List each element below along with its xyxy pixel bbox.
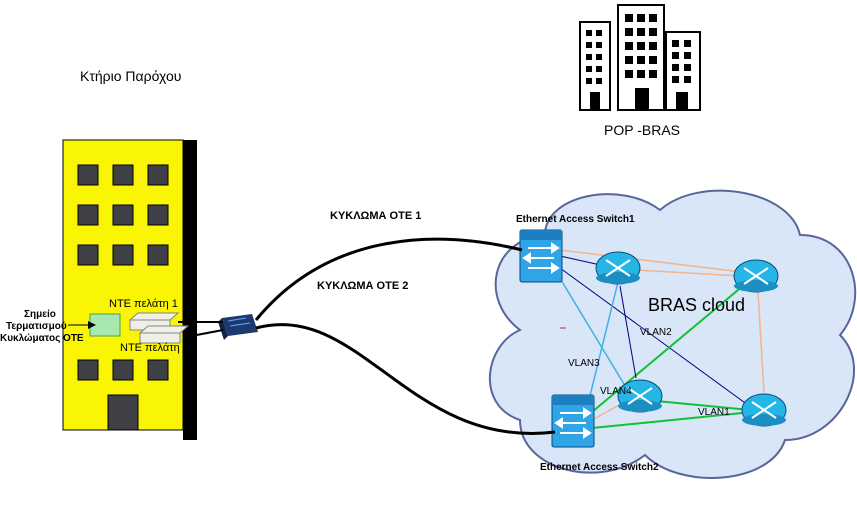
router-top-left: [596, 252, 640, 284]
label-termination-l1: Σημείο: [24, 309, 56, 320]
pop-bras-building: [580, 5, 700, 110]
label-eas2: Ethernet Access Switch2: [540, 462, 659, 473]
label-vlan4: VLAN4: [600, 386, 632, 397]
label-nte1: NTE πελάτη 1: [109, 298, 178, 310]
router-top-right: [734, 260, 778, 292]
label-termination-l2: Τερματισμού: [6, 321, 67, 332]
label-termination-l3: Κυκλώματος OTE: [0, 333, 84, 344]
ethernet-access-switch-2: [552, 395, 594, 447]
label-bras-cloud: BRAS cloud: [648, 295, 745, 316]
label-provider-building: Κτήριο Παρόχου: [80, 68, 181, 84]
ethernet-access-switch-1: [520, 230, 562, 282]
provider-building: [63, 140, 197, 440]
label-pop-bras: POP -BRAS: [604, 122, 680, 138]
diagram-stage: Κτήριο Παρόχου POP -BRAS NTE πελάτη 1 NT…: [0, 0, 857, 530]
label-circuit-2: ΚΥΚΛΩΜΑ ΟΤΕ 2: [317, 280, 408, 292]
label-vlan1: VLAN1: [698, 407, 730, 418]
label-nte2: NTE πελάτη 2: [120, 342, 189, 354]
label-vlan2: VLAN2: [640, 327, 672, 338]
label-vlan3: VLAN3: [568, 358, 600, 369]
label-circuit-1: ΚΥΚΛΩΜΑ ΟΤΕ 1: [330, 210, 421, 222]
modem-device: [218, 314, 258, 340]
router-bottom-right: [742, 394, 786, 426]
label-eas1: Ethernet Access Switch1: [516, 214, 635, 225]
